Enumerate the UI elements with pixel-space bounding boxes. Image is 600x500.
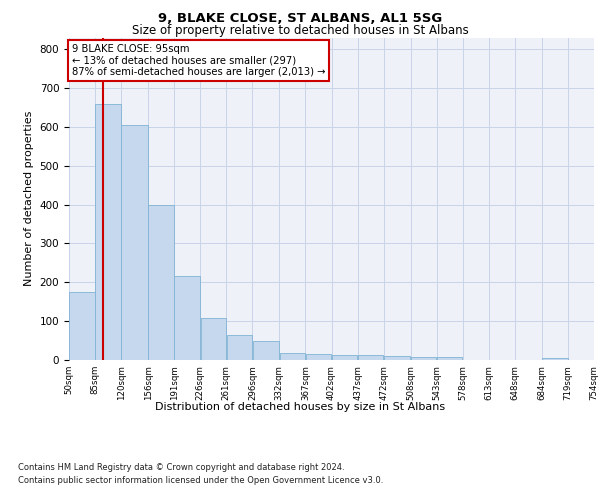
Text: 9, BLAKE CLOSE, ST ALBANS, AL1 5SG: 9, BLAKE CLOSE, ST ALBANS, AL1 5SG [158,12,442,24]
Bar [69,292,95,360]
Text: Size of property relative to detached houses in St Albans: Size of property relative to detached ho… [131,24,469,37]
Bar [332,354,358,360]
Bar [227,334,252,360]
Text: Contains public sector information licensed under the Open Government Licence v3: Contains public sector information licen… [18,476,383,485]
Text: 9 BLAKE CLOSE: 95sqm
← 13% of detached houses are smaller (297)
87% of semi-deta: 9 BLAKE CLOSE: 95sqm ← 13% of detached h… [71,44,325,77]
Bar [384,356,410,360]
Bar [175,276,200,360]
Text: Distribution of detached houses by size in St Albans: Distribution of detached houses by size … [155,402,445,412]
Bar [95,104,121,360]
Bar [437,357,463,360]
Bar [148,204,174,360]
Bar [542,358,568,360]
Text: Contains HM Land Registry data © Crown copyright and database right 2024.: Contains HM Land Registry data © Crown c… [18,462,344,471]
Y-axis label: Number of detached properties: Number of detached properties [24,111,34,286]
Bar [358,355,383,360]
Bar [200,318,226,360]
Bar [411,357,436,360]
Bar [280,353,305,360]
Bar [121,125,148,360]
Bar [305,354,331,360]
Bar [253,342,279,360]
